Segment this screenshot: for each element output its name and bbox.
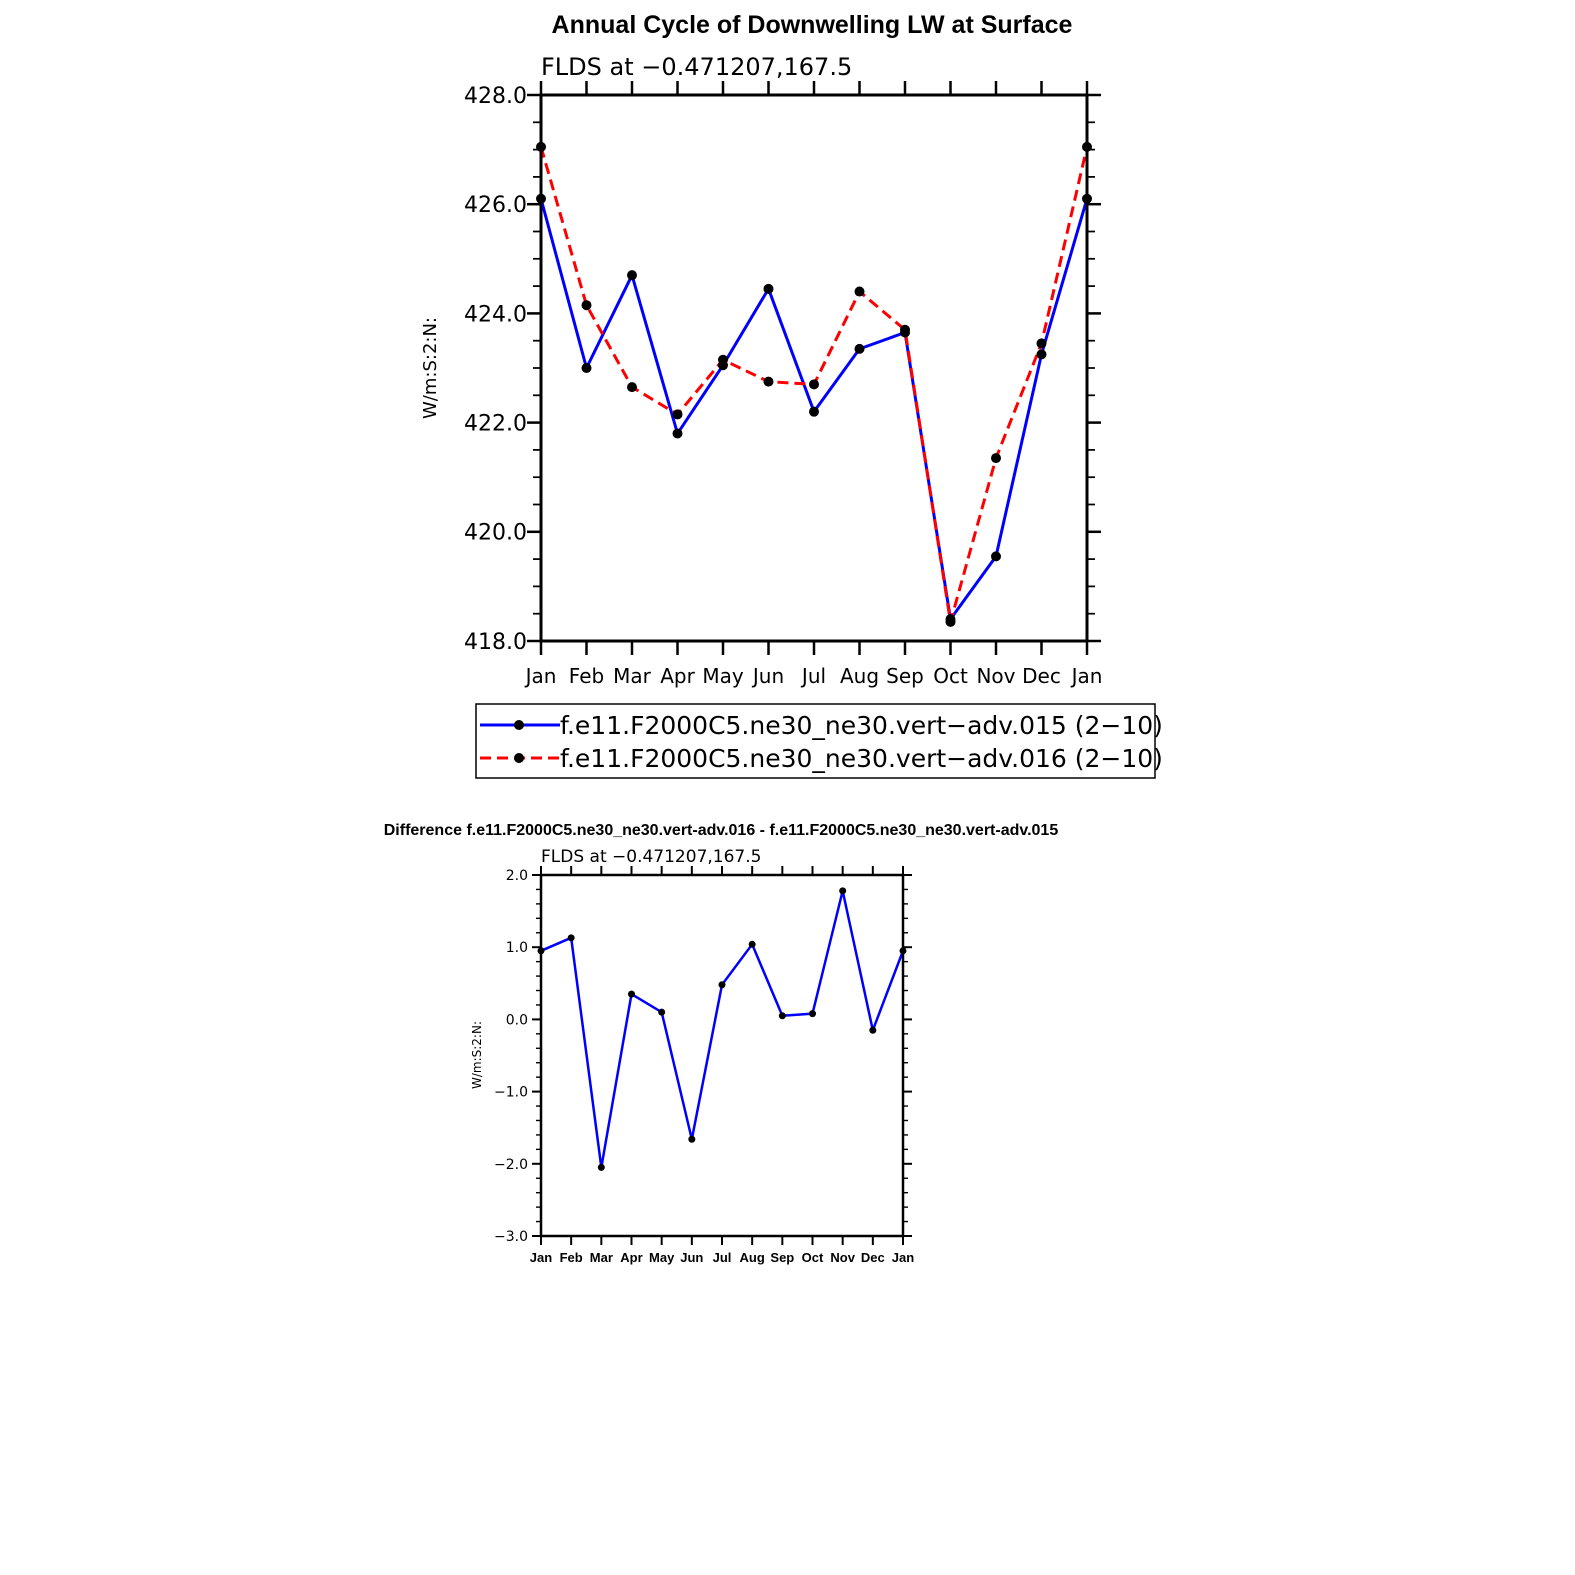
y-tick-label: 418.0 (464, 630, 527, 655)
data-point-series-2 (854, 286, 865, 297)
x-tick-label: Oct (802, 1250, 824, 1265)
data-point-series-1 (1036, 349, 1047, 360)
y-tick-label: 424.0 (464, 302, 527, 327)
data-point-series-2 (763, 376, 774, 387)
data-point-series-1 (991, 551, 1001, 562)
x-tick-label: Jan (524, 664, 557, 688)
chart-subtitle: FLDS at −0.471207,167.5 (541, 53, 852, 81)
legend-label-series-2: f.e11.F2000C5.ne30_ne30.vert−adv.016 (2−… (560, 744, 1163, 773)
legend-marker-series-1 (514, 720, 524, 730)
y-tick-labels: 418.0 420.0 422.0 424.0 426.0 428.0 (464, 84, 527, 655)
x-tick-label: Dec (1022, 664, 1061, 688)
legend: f.e11.F2000C5.ne30_ne30.vert−adv.015 (2−… (475, 703, 1163, 779)
data-point-series-2 (945, 616, 956, 627)
y-tick-label: 1.0 (506, 940, 528, 956)
data-point-series-1 (597, 1163, 605, 1171)
data-point-series-1 (869, 1026, 877, 1034)
y-tick-label: 426.0 (464, 193, 527, 218)
difference-chart-title: Difference f.e11.F2000C5.ne30_ne30.vert-… (384, 822, 1059, 839)
y-tick-label: 428.0 (464, 84, 527, 109)
x-tick-label: Oct (933, 664, 968, 688)
annual-cycle-chart: Annual Cycle of Downwelling LW at Surfac… (420, 11, 1163, 779)
legend-label-series-1: f.e11.F2000C5.ne30_ne30.vert−adv.015 (2−… (560, 711, 1163, 740)
x-tick-label: Apr (620, 1250, 642, 1265)
x-tick-label: Nov (976, 664, 1015, 688)
x-tick-label: Jan (1070, 664, 1103, 688)
data-point-series-1 (658, 1008, 666, 1016)
plot-frame (539, 93, 1089, 643)
y-tick-label: 2.0 (506, 868, 528, 884)
data-point-series-2 (900, 324, 910, 335)
y-tick-label: 420.0 (464, 521, 527, 546)
y-tick-label: −3.0 (494, 1229, 528, 1245)
x-tick-label: Mar (613, 664, 652, 688)
data-point-series-1 (567, 934, 575, 942)
data-point-series-1 (672, 428, 683, 439)
data-point-series-1 (718, 981, 726, 989)
x-tick-label: Nov (830, 1250, 855, 1265)
y-tick-label: 422.0 (464, 412, 527, 437)
x-tick-label: Jun (751, 664, 784, 688)
data-point-series-1 (627, 270, 637, 281)
chart-title: Annual Cycle of Downwelling LW at Surfac… (552, 11, 1073, 39)
legend-marker-series-2 (514, 753, 524, 763)
y-tick-label: −1.0 (494, 1085, 528, 1101)
difference-y-tick-labels: −3.0 −2.0 −1.0 0.0 1.0 2.0 (494, 868, 528, 1245)
x-tick-label: Aug (740, 1250, 765, 1265)
data-point-series-1 (581, 363, 592, 373)
x-tick-labels: Jan Feb Mar Apr May Jun Jul Aug Sep Oct Nov Dec Jan (524, 664, 1103, 688)
data-point-series-2 (1036, 338, 1047, 349)
x-tick-label: Jun (680, 1250, 703, 1265)
difference-plot-frame (539, 873, 905, 1238)
data-point-series-1 (778, 1012, 786, 1020)
x-tick-label: Jan (530, 1250, 552, 1265)
data-point-series-2 (581, 300, 592, 311)
difference-axis-ticks (532, 866, 912, 1245)
x-tick-label: Dec (861, 1250, 885, 1265)
series-group (536, 141, 1092, 627)
legend-box (475, 703, 1156, 779)
data-point-series-1 (688, 1135, 696, 1143)
data-point-series-2 (627, 382, 637, 393)
x-tick-label: Feb (569, 664, 604, 688)
difference-chart: Difference f.e11.F2000C5.ne30_ne30.vert-… (384, 822, 1059, 1265)
data-point-series-1 (854, 343, 865, 354)
data-point-series-1 (809, 1010, 816, 1018)
y-axis-label: W/m:S:2:N: (420, 317, 441, 419)
data-point-series-2 (991, 453, 1001, 464)
data-point-series-2 (672, 409, 683, 420)
difference-x-tick-labels: Jan Feb Mar Apr May Jun Jul Aug Sep Oct Nov Dec Jan (530, 1250, 914, 1265)
x-tick-label: Sep (770, 1250, 794, 1265)
data-point-series-1 (839, 887, 847, 895)
y-tick-label: 0.0 (506, 1012, 528, 1028)
x-tick-label: Aug (840, 664, 879, 688)
x-tick-label: Jan (892, 1250, 914, 1265)
x-tick-label: Apr (660, 664, 695, 688)
data-point-series-1 (628, 990, 635, 998)
difference-series-group (537, 887, 907, 1171)
data-point-series-2 (809, 379, 819, 390)
data-point-series-2 (718, 354, 728, 365)
x-tick-label: May (702, 664, 744, 688)
difference-y-axis-label: W/m:S:2:N: (470, 1021, 484, 1089)
difference-chart-subtitle: FLDS at −0.471207,167.5 (541, 847, 761, 867)
data-point-series-1 (748, 940, 756, 948)
x-tick-label: Feb (560, 1250, 583, 1265)
x-tick-label: May (649, 1250, 675, 1265)
data-point-series-1 (763, 283, 774, 294)
x-tick-label: Sep (886, 664, 924, 688)
x-tick-label: Mar (590, 1250, 613, 1265)
data-point-series-1 (809, 406, 819, 417)
x-tick-label: Jul (713, 1250, 732, 1265)
y-tick-label: −2.0 (494, 1157, 528, 1173)
x-tick-label: Jul (800, 664, 826, 688)
